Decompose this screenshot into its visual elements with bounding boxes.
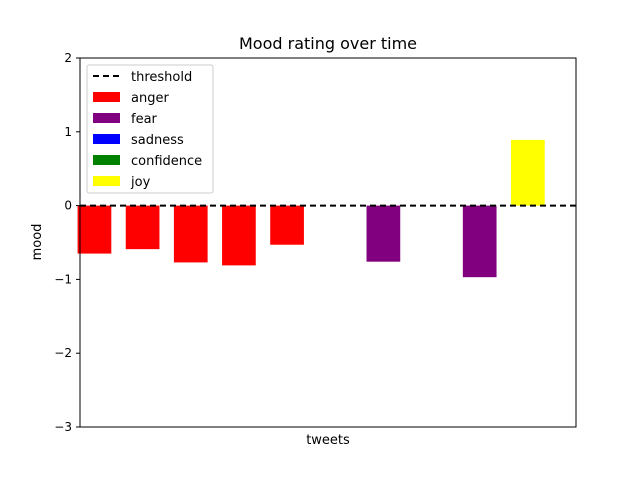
legend-swatch-sadness — [93, 134, 120, 144]
legend-label-joy: joy — [130, 175, 151, 190]
x-axis-label: tweets — [306, 433, 350, 448]
legend-swatch-fear — [93, 113, 120, 123]
y-tick-label: 2 — [64, 51, 72, 65]
legend-swatch-confidence — [93, 155, 120, 165]
legend-swatch-anger — [93, 92, 120, 102]
y-tick-label: 1 — [64, 125, 72, 139]
bar-anger-2 — [173, 205, 208, 263]
bar-fear-6 — [462, 205, 497, 278]
bars-group — [77, 139, 545, 278]
bar-anger-0 — [77, 205, 112, 254]
legend-swatch-joy — [93, 176, 120, 186]
legend-label-threshold: threshold — [131, 70, 192, 85]
bar-anger-3 — [222, 205, 256, 266]
legend-label-fear: fear — [131, 112, 158, 127]
y-tick-label: −3 — [54, 420, 72, 434]
chart-title: Mood rating over time — [239, 34, 417, 53]
plot-frame — [79, 57, 577, 428]
y-tick-label: 0 — [64, 199, 72, 213]
y-axis-label: mood — [30, 224, 45, 261]
legend: threshold anger fear sadness confidence joy — [86, 64, 214, 194]
legend-label-sadness: sadness — [131, 133, 184, 148]
bar-joy-7 — [510, 139, 545, 206]
bar-anger-4 — [270, 205, 304, 245]
y-axis-ticks: 2 1 0 −1 −2 −3 — [54, 51, 80, 434]
bar-fear-5 — [366, 205, 401, 262]
legend-label-anger: anger — [131, 91, 169, 106]
legend-label-confidence: confidence — [131, 154, 202, 169]
y-tick-label: −2 — [54, 346, 72, 360]
bar-anger-1 — [125, 205, 160, 250]
y-tick-label: −1 — [54, 272, 72, 286]
